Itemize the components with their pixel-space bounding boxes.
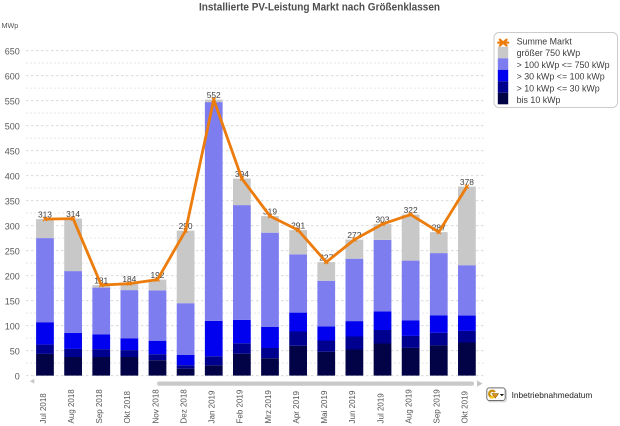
- svg-text:550: 550: [5, 96, 20, 106]
- svg-text:400: 400: [5, 171, 20, 181]
- svg-text:300: 300: [5, 221, 20, 231]
- svg-text:100: 100: [5, 321, 20, 331]
- svg-text:Okt 2018: Okt 2018: [123, 390, 132, 423]
- svg-text:Jul 2018: Jul 2018: [39, 393, 48, 424]
- svg-text:> 30 kWp <= 100 kWp: > 30 kWp <= 100 kWp: [517, 72, 605, 82]
- svg-text:287: 287: [432, 222, 446, 232]
- svg-text:0: 0: [15, 371, 20, 381]
- svg-text:650: 650: [5, 46, 20, 56]
- svg-text:322: 322: [404, 205, 418, 215]
- svg-text:Jun 2019: Jun 2019: [348, 390, 357, 423]
- svg-text:Okt 2019: Okt 2019: [461, 390, 470, 423]
- svg-text:600: 600: [5, 71, 20, 81]
- svg-text:378: 378: [460, 177, 474, 187]
- svg-text:313: 313: [38, 209, 52, 219]
- svg-text:> 100 kWp <= 750 kWp: > 100 kWp <= 750 kWp: [517, 60, 610, 70]
- svg-text:450: 450: [5, 146, 20, 156]
- svg-text:Sep 2018: Sep 2018: [95, 389, 104, 424]
- svg-text:303: 303: [376, 214, 390, 224]
- svg-text:Aug 2018: Aug 2018: [67, 389, 76, 424]
- svg-text:Jan 2019: Jan 2019: [208, 390, 217, 423]
- svg-text:Dez 2018: Dez 2018: [179, 389, 188, 424]
- svg-text:größer 750 kWp: größer 750 kWp: [517, 48, 581, 58]
- svg-text:552: 552: [207, 90, 221, 100]
- svg-text:184: 184: [122, 274, 136, 284]
- svg-text:Mrz 2019: Mrz 2019: [264, 390, 273, 424]
- svg-text:227: 227: [319, 252, 333, 262]
- svg-text:Mai 2019: Mai 2019: [320, 390, 329, 423]
- svg-text:500: 500: [5, 121, 20, 131]
- svg-text:181: 181: [94, 275, 108, 285]
- svg-text:291: 291: [291, 220, 305, 230]
- svg-text:Summe Markt: Summe Markt: [517, 36, 573, 46]
- svg-text:350: 350: [5, 196, 20, 206]
- svg-text:200: 200: [5, 271, 20, 281]
- svg-text:Sep 2019: Sep 2019: [433, 389, 442, 424]
- svg-text:394: 394: [235, 169, 249, 179]
- svg-text:150: 150: [5, 296, 20, 306]
- svg-text:319: 319: [263, 206, 277, 216]
- svg-text:314: 314: [66, 209, 80, 219]
- svg-text:Nov 2018: Nov 2018: [151, 389, 160, 424]
- svg-text:bis 10 kWp: bis 10 kWp: [517, 95, 561, 105]
- svg-text:Feb 2019: Feb 2019: [236, 389, 245, 423]
- svg-text:Inbetriebnahmedatum: Inbetriebnahmedatum: [512, 390, 593, 400]
- svg-text:MWp: MWp: [2, 21, 19, 30]
- svg-text:50: 50: [10, 346, 20, 356]
- svg-text:192: 192: [150, 270, 164, 280]
- svg-text:Aug 2019: Aug 2019: [404, 389, 413, 424]
- svg-text:272: 272: [347, 230, 361, 240]
- svg-text:Jul 2019: Jul 2019: [376, 393, 385, 424]
- svg-text:Apr 2019: Apr 2019: [292, 390, 301, 423]
- svg-text:> 10 kWp <= 30 kWp: > 10 kWp <= 30 kWp: [517, 83, 600, 93]
- svg-text:Installierte PV-Leistung Markt: Installierte PV-Leistung Markt nach Größ…: [199, 2, 440, 14]
- svg-text:250: 250: [5, 246, 20, 256]
